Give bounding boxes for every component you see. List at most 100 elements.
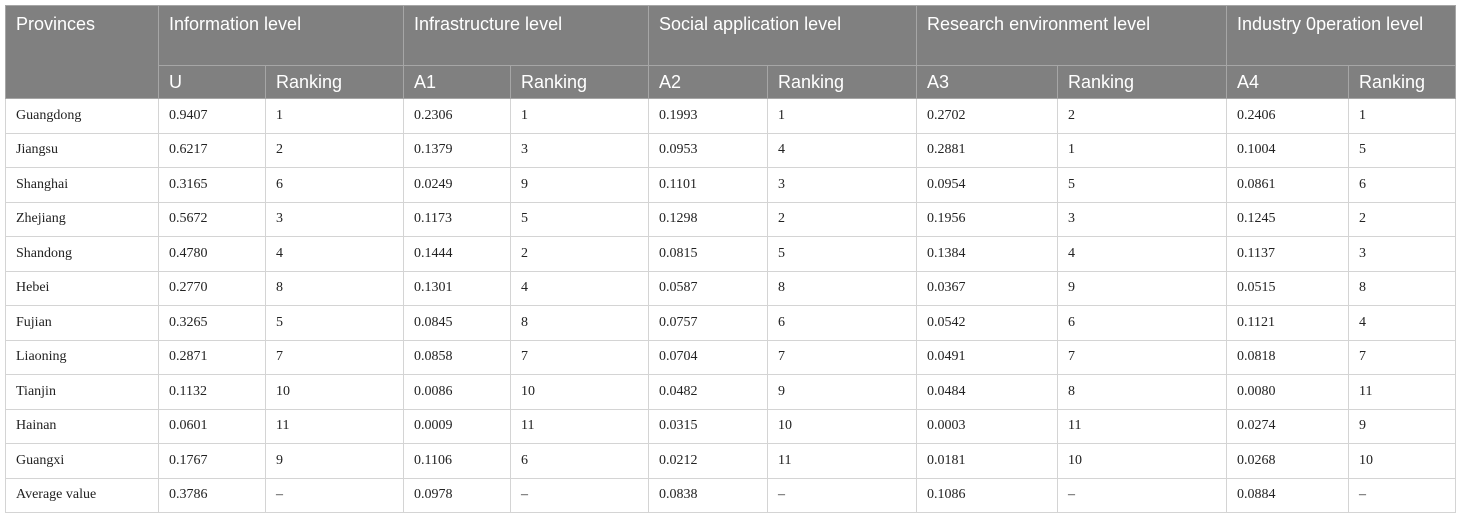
a2-ranking-cell: 5 [767,236,918,272]
a4-value-cell: 0.0268 [1226,443,1350,479]
a3-value-cell: 0.2881 [916,132,1059,168]
u-ranking-cell: 5 [264,305,405,341]
a1-ranking-cell: 3 [510,132,650,168]
u-ranking-cell: 6 [264,167,405,203]
a3-ranking-cell: 1 [1057,132,1228,168]
province-cell: Guangdong [5,98,159,134]
a1-value-cell: 0.2306 [403,98,512,134]
a1-value-cell: 0.1173 [403,201,512,237]
u-ranking-cell: 2 [264,132,405,168]
province-cell: Shandong [5,236,159,272]
a4-value-cell: 0.0515 [1226,270,1350,306]
a1-value-cell: 0.1444 [403,236,512,272]
a2-value-cell: 0.1993 [648,98,769,134]
a2-ranking-cell: 1 [767,98,918,134]
province-cell: Guangxi [5,443,159,479]
u-ranking-cell: 11 [264,408,405,444]
a3-value-cell: 0.0181 [916,443,1059,479]
subheader-ranking: Ranking [510,65,650,99]
a3-value-cell: 0.1956 [916,201,1059,237]
subheader-ranking: Ranking [767,65,918,99]
a4-ranking-cell: 8 [1348,270,1457,306]
subheader-a1: A1 [403,65,512,99]
a4-value-cell: 0.1137 [1226,236,1350,272]
u-ranking-cell: 1 [264,98,405,134]
a1-value-cell: 0.1106 [403,443,512,479]
a3-ranking-cell: 9 [1057,270,1228,306]
province-cell: Shanghai [5,167,159,203]
a3-ranking-cell: 8 [1057,374,1228,410]
a2-ranking-cell: – [767,477,918,513]
table-row: Liaoning 0.2871 7 0.0858 7 0.0704 7 0.0491 7 0.08… [5,339,1457,375]
a4-ranking-cell: 9 [1348,408,1457,444]
a4-ranking-cell: 2 [1348,201,1457,237]
u-ranking-cell: 4 [264,236,405,272]
province-cell: Average value [5,477,159,513]
table-row: Jiangsu 0.6217 2 0.1379 3 0.0953 4 0.2881 1 0.100… [5,132,1457,168]
a2-ranking-cell: 6 [767,305,918,341]
a2-ranking-cell: 3 [767,167,918,203]
u-ranking-cell: – [264,477,405,513]
a4-value-cell: 0.1121 [1226,305,1350,341]
a3-ranking-cell: 11 [1057,408,1228,444]
a2-value-cell: 0.1101 [648,167,769,203]
a2-ranking-cell: 9 [767,374,918,410]
table-row: Guangdong 0.9407 1 0.2306 1 0.1993 1 0.2702 2 0.2… [5,98,1457,134]
u-ranking-cell: 10 [264,374,405,410]
table-row: Tianjin 0.1132 10 0.0086 10 0.0482 9 0.0484 8 0.0… [5,374,1457,410]
a2-value-cell: 0.0953 [648,132,769,168]
a4-value-cell: 0.0884 [1226,477,1350,513]
a2-value-cell: 0.0315 [648,408,769,444]
a2-value-cell: 0.0704 [648,339,769,375]
a1-value-cell: 0.0249 [403,167,512,203]
a1-ranking-cell: 1 [510,98,650,134]
a2-ranking-cell: 8 [767,270,918,306]
u-value-cell: 0.2770 [158,270,266,306]
a2-value-cell: 0.0482 [648,374,769,410]
province-ranking-table: Provinces Information level Infrastructu… [5,5,1457,513]
table-row: Average value 0.3786–0.0978–0.0838–0.1086… [5,477,1457,513]
province-cell: Zhejiang [5,201,159,237]
a4-value-cell: 0.1004 [1226,132,1350,168]
a4-value-cell: 0.1245 [1226,201,1350,237]
table-row: Shandong 0.4780 4 0.1444 2 0.0815 5 0.1384 4 0.11… [5,236,1457,272]
a3-ranking-cell: 6 [1057,305,1228,341]
a1-ranking-cell: 10 [510,374,650,410]
a4-ranking-cell: 4 [1348,305,1457,341]
table-row: Guangxi 0.1767 9 0.1106 6 0.0212 11 0.0181 10 0.0… [5,443,1457,479]
a1-ranking-cell: 7 [510,339,650,375]
a2-ranking-cell: 4 [767,132,918,168]
a1-value-cell: 0.0009 [403,408,512,444]
u-ranking-cell: 3 [264,201,405,237]
subheader-a4: A4 [1226,65,1350,99]
province-cell: Liaoning [5,339,159,375]
header-row-groups: Provinces Information level Infrastructu… [5,5,1457,99]
header-research-environment-level: Research environment level [916,5,1228,66]
header-provinces: Provinces [5,5,159,99]
a4-ranking-cell: 6 [1348,167,1457,203]
a1-ranking-cell: – [510,477,650,513]
a4-ranking-cell: 7 [1348,339,1457,375]
a1-ranking-cell: 2 [510,236,650,272]
a3-value-cell: 0.1384 [916,236,1059,272]
u-ranking-cell: 7 [264,339,405,375]
a4-ranking-cell: 11 [1348,374,1457,410]
u-value-cell: 0.1132 [158,374,266,410]
a3-ranking-cell: 5 [1057,167,1228,203]
a3-ranking-cell: 3 [1057,201,1228,237]
a3-ranking-cell: 2 [1057,98,1228,134]
subheader-ranking: Ranking [1348,65,1457,99]
header-industry-operation-level: Industry 0peration level [1226,5,1457,66]
a4-ranking-cell: 5 [1348,132,1457,168]
province-cell: Jiangsu [5,132,159,168]
a1-ranking-cell: 5 [510,201,650,237]
header-information-level: Information level [157,5,405,66]
a2-value-cell: 0.0212 [648,443,769,479]
header-infrastructure-level: Infrastructure level [403,5,650,66]
a2-value-cell: 0.0815 [648,236,769,272]
table-body: Guangdong 0.9407 1 0.2306 1 0.1993 1 0.2702 2 0.2… [5,98,1457,513]
a1-value-cell: 0.0978 [403,477,512,513]
province-cell: Fujian [5,305,159,341]
a1-ranking-cell: 6 [510,443,650,479]
a3-value-cell: 0.0484 [916,374,1059,410]
